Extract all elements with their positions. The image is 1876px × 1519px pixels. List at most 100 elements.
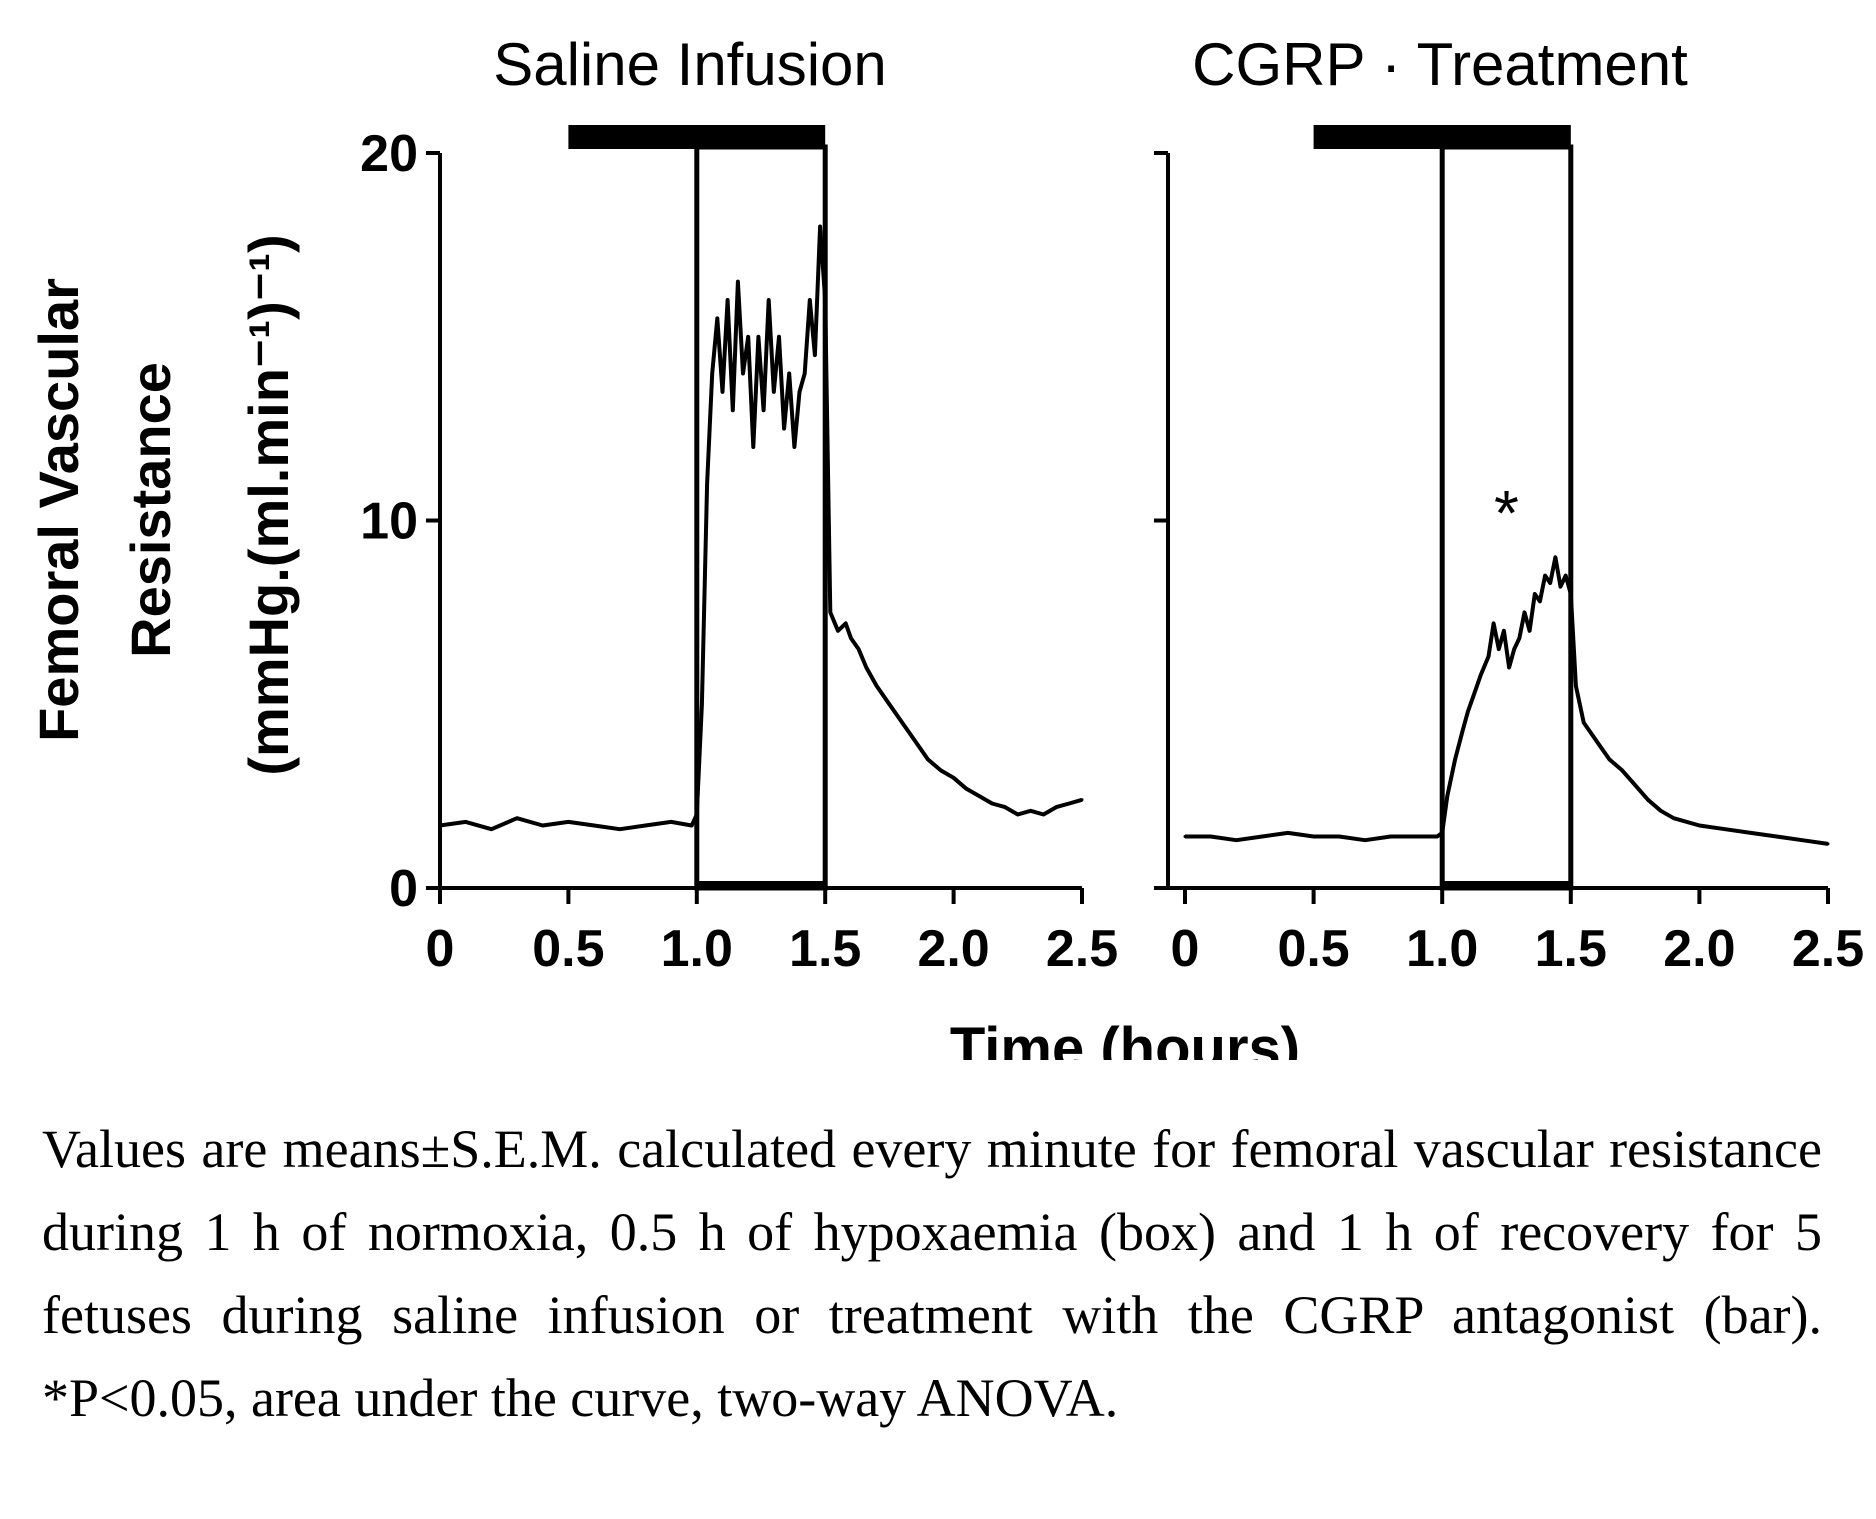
data-point (1209, 835, 1213, 839)
data-point (1569, 592, 1573, 596)
data-point (1363, 838, 1367, 842)
data-point (808, 298, 812, 302)
x-tick-label: 0 (426, 920, 455, 978)
data-point (1564, 574, 1568, 578)
data-point (736, 280, 740, 284)
y-axis-label-line1: Femoral Vascular (27, 278, 90, 742)
data-point (818, 225, 822, 228)
data-point (464, 820, 468, 824)
data-point (913, 739, 917, 743)
figure: Femoral Vascular Resistance (mmHg.(ml.mi… (27, 31, 1864, 1060)
x-axis-label: Time (hours) (950, 1016, 1300, 1060)
data-point (746, 335, 750, 339)
data-point (1461, 728, 1465, 732)
data-point (1553, 555, 1557, 559)
data-point (1502, 629, 1506, 633)
data-point (1260, 835, 1264, 839)
data-point (875, 684, 879, 688)
data-point (751, 445, 755, 449)
data-point (592, 824, 596, 828)
data-point (1286, 831, 1290, 835)
y-tick-label: 0 (389, 860, 418, 918)
data-point (1749, 831, 1753, 835)
data-point (1389, 835, 1393, 839)
data-point (1528, 629, 1532, 633)
series-line (439, 224, 1083, 832)
y-axis-label-line2: Resistance (119, 362, 182, 658)
data-point (1486, 654, 1490, 658)
data-point (1517, 636, 1521, 640)
data-point (1003, 805, 1007, 809)
data-point (731, 408, 735, 412)
data-point (990, 801, 994, 805)
data-point (741, 372, 745, 375)
data-point (1466, 710, 1470, 714)
series-line (1185, 555, 1829, 846)
data-point (515, 816, 519, 820)
data-point (1337, 835, 1341, 839)
data-point (1548, 581, 1552, 585)
x-tick-label: 1.0 (1406, 920, 1478, 978)
x-tick-label: 1.5 (1535, 920, 1607, 978)
y-axis-label: Femoral Vascular Resistance (mmHg.(ml.mi… (27, 234, 300, 775)
y-tick-label: 10 (360, 493, 418, 551)
data-point (1533, 592, 1537, 596)
data-point (1479, 673, 1483, 677)
data-point (1523, 610, 1527, 614)
data-point (977, 794, 981, 798)
data-point (798, 390, 802, 394)
data-point (1697, 824, 1701, 828)
data-point (1826, 842, 1830, 846)
data-point (700, 702, 704, 706)
data-point (1607, 757, 1611, 761)
data-point (1559, 585, 1563, 589)
data-point (1054, 805, 1058, 809)
x-tick-label: 2.5 (1792, 920, 1864, 978)
data-point (844, 621, 848, 625)
data-point (926, 757, 930, 761)
data-point (669, 820, 673, 824)
data-point (489, 827, 493, 831)
x-tick-label: 2.5 (1046, 920, 1118, 978)
panel-title: CGRP · Treatment (1192, 31, 1688, 98)
data-point (1800, 838, 1804, 842)
data-point (1497, 647, 1501, 651)
y-axis-label-line3: (mmHg.(ml.min⁻¹)⁻¹) (237, 234, 300, 775)
data-point (803, 372, 807, 375)
data-point (849, 636, 853, 640)
data-point (1016, 813, 1020, 816)
x-tick-label: 0.5 (532, 920, 604, 978)
data-point (1672, 816, 1676, 820)
data-point (756, 335, 760, 339)
data-point (1582, 721, 1586, 725)
data-point (864, 666, 868, 669)
data-point (900, 721, 904, 725)
data-point (792, 445, 796, 449)
data-point (1507, 666, 1511, 669)
data-point (1445, 794, 1449, 798)
data-point (952, 776, 956, 780)
data-point (695, 813, 699, 816)
data-point (715, 316, 719, 320)
data-point (705, 482, 709, 486)
data-point (823, 298, 827, 302)
data-point (1620, 768, 1624, 772)
data-point (777, 335, 781, 339)
data-point (1453, 757, 1457, 761)
significance-asterisk: * (1494, 477, 1519, 549)
data-point (767, 298, 771, 302)
x-tick-label: 1.5 (789, 920, 861, 978)
data-point (964, 787, 968, 791)
data-point (1080, 798, 1084, 802)
data-point (566, 820, 570, 824)
x-tick-label: 2.0 (917, 920, 989, 978)
x-tick-label: 0 (1171, 920, 1200, 978)
data-point (1646, 798, 1650, 802)
data-point (1067, 801, 1071, 805)
y-tick-label: 20 (360, 125, 418, 183)
data-point (887, 702, 891, 706)
figure-caption: Values are means±S.E.M. calculated every… (42, 1119, 1822, 1428)
data-point (1538, 599, 1542, 603)
data-point (762, 408, 766, 412)
data-point (787, 372, 791, 375)
